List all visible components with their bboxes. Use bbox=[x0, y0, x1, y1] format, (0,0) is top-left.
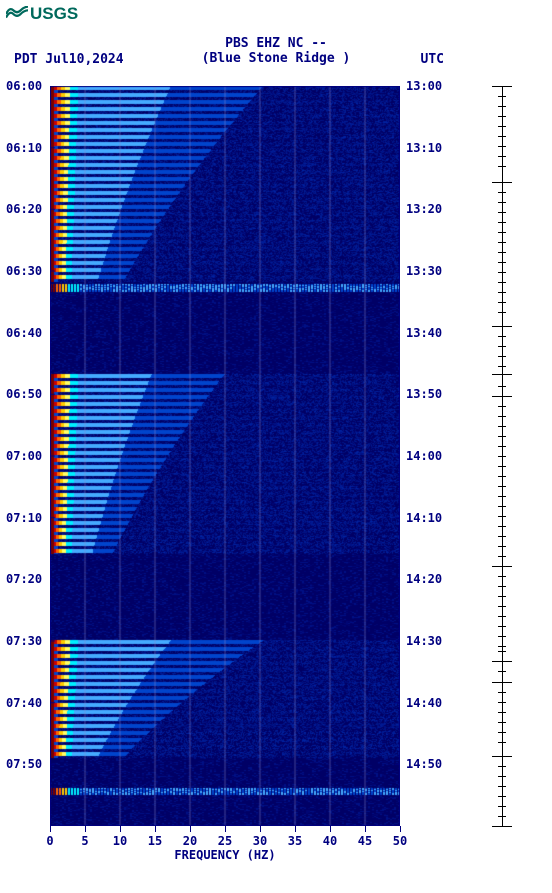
x-tick-label: 50 bbox=[393, 834, 407, 848]
y-left-tick: 06:00 bbox=[6, 79, 42, 93]
x-tick-label: 35 bbox=[288, 834, 302, 848]
seismograph-scale bbox=[488, 86, 528, 826]
x-tick-label: 45 bbox=[358, 834, 372, 848]
y-left-tick: 06:10 bbox=[6, 141, 42, 155]
spectrogram-canvas bbox=[50, 86, 400, 826]
x-tick-label: 0 bbox=[46, 834, 53, 848]
logo-text: USGS bbox=[30, 4, 78, 24]
spectrogram-plot bbox=[50, 86, 400, 826]
y-left-tick: 07:00 bbox=[6, 449, 42, 463]
y-right-tick: 13:40 bbox=[406, 326, 442, 340]
usgs-logo: USGS bbox=[6, 4, 78, 24]
y-right-tick: 14:00 bbox=[406, 449, 442, 463]
y-right-tick: 14:40 bbox=[406, 696, 442, 710]
y-right-tick: 14:50 bbox=[406, 757, 442, 771]
date-label: PDT Jul10,2024 bbox=[14, 52, 124, 67]
y-left-tick: 07:10 bbox=[6, 511, 42, 525]
x-tick-label: 30 bbox=[253, 834, 267, 848]
x-tick-label: 40 bbox=[323, 834, 337, 848]
x-tick-label: 20 bbox=[183, 834, 197, 848]
y-left-tick: 07:40 bbox=[6, 696, 42, 710]
utc-label: UTC bbox=[421, 52, 444, 67]
y-right-tick: 13:50 bbox=[406, 387, 442, 401]
y-right-tick: 13:00 bbox=[406, 79, 442, 93]
y-right-tick: 14:20 bbox=[406, 572, 442, 586]
station-code: PBS EHZ NC -- bbox=[0, 36, 552, 51]
x-tick-label: 25 bbox=[218, 834, 232, 848]
y-left-tick: 07:20 bbox=[6, 572, 42, 586]
y-axis-right: 13:0013:1013:2013:3013:4013:5014:0014:10… bbox=[404, 86, 446, 826]
y-axis-left: 06:0006:1006:2006:3006:4006:5007:0007:10… bbox=[6, 86, 48, 826]
x-tick-label: 15 bbox=[148, 834, 162, 848]
y-right-tick: 14:30 bbox=[406, 634, 442, 648]
y-right-tick: 14:10 bbox=[406, 511, 442, 525]
x-tick-label: 10 bbox=[113, 834, 127, 848]
y-left-tick: 07:50 bbox=[6, 757, 42, 771]
y-right-tick: 13:10 bbox=[406, 141, 442, 155]
y-right-tick: 13:30 bbox=[406, 264, 442, 278]
y-left-tick: 06:40 bbox=[6, 326, 42, 340]
y-left-tick: 07:30 bbox=[6, 634, 42, 648]
y-left-tick: 06:20 bbox=[6, 202, 42, 216]
x-axis-label: FREQUENCY (HZ) bbox=[50, 848, 400, 862]
y-left-tick: 06:30 bbox=[6, 264, 42, 278]
wave-icon bbox=[6, 6, 28, 22]
y-left-tick: 06:50 bbox=[6, 387, 42, 401]
y-right-tick: 13:20 bbox=[406, 202, 442, 216]
x-tick-label: 5 bbox=[81, 834, 88, 848]
